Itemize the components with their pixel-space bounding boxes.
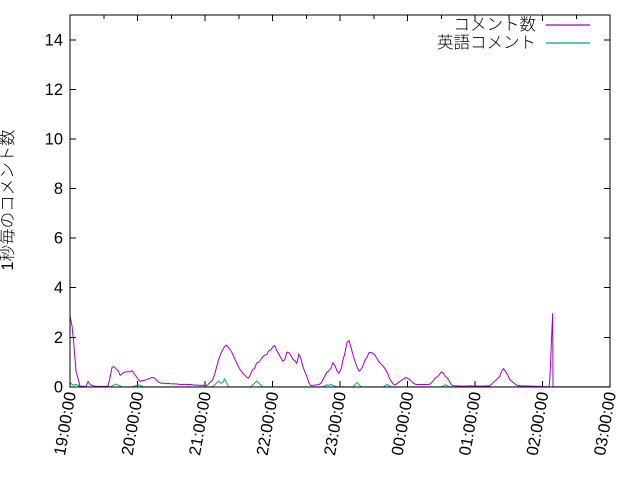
svg-text:8: 8 bbox=[54, 180, 63, 198]
svg-text:10: 10 bbox=[45, 131, 63, 149]
svg-text:14: 14 bbox=[45, 31, 63, 49]
svg-text:コメント数: コメント数 bbox=[454, 15, 537, 34]
svg-text:2: 2 bbox=[54, 329, 63, 347]
svg-text:6: 6 bbox=[54, 230, 63, 248]
svg-text:1秒毎のコメント数: 1秒毎のコメント数 bbox=[0, 129, 17, 270]
svg-text:4: 4 bbox=[54, 279, 63, 297]
svg-text:英語コメント: 英語コメント bbox=[437, 33, 536, 52]
svg-text:12: 12 bbox=[45, 81, 63, 99]
